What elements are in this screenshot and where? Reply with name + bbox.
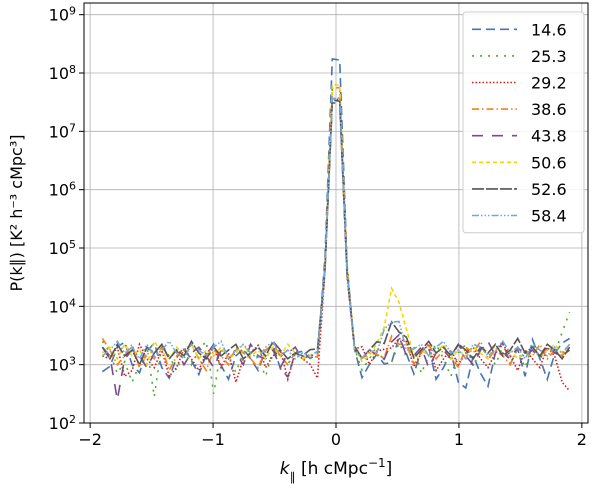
x-tick-label: −1 — [201, 430, 225, 449]
y-tick-label: 106 — [49, 179, 76, 200]
series-line-50.6 — [101, 83, 571, 367]
legend-label: 29.2 — [531, 74, 567, 93]
legend-label: 43.8 — [531, 127, 567, 146]
legend-box — [462, 11, 585, 234]
plot-area — [101, 57, 571, 400]
y-tick-label: 109 — [49, 4, 76, 25]
y-axis-label: P(k∥) [K² h⁻³ cMpc³] — [7, 134, 26, 291]
series-line-58.4 — [101, 96, 571, 361]
y-tick-label: 104 — [49, 296, 76, 317]
x-axis-label: k∥ [h cMpc−1] — [280, 456, 393, 484]
legend-label: 52.6 — [531, 180, 567, 199]
y-tick-label: 105 — [49, 238, 76, 259]
x-tick-label: −2 — [78, 430, 102, 449]
series-line-52.6 — [101, 99, 571, 367]
x-tick-label: 0 — [331, 430, 341, 449]
x-axis: −2 −1 0 1 2 — [78, 423, 587, 449]
y-tick-label: 103 — [49, 354, 76, 375]
legend-label: 38.6 — [531, 100, 567, 119]
x-tick-label: 1 — [454, 430, 464, 449]
legend-label: 50.6 — [531, 153, 567, 172]
legend-label: 58.4 — [531, 207, 567, 226]
legend-label: 14.6 — [531, 20, 567, 39]
y-axis: 102 103 104 105 106 107 108 109 — [49, 4, 84, 433]
legend: 14.6 25.3 29.2 38.6 43.8 50.6 52.6 58.4 — [462, 11, 585, 234]
x-tick-label: 2 — [577, 430, 587, 449]
y-tick-label: 102 — [49, 413, 76, 434]
legend-label: 25.3 — [531, 47, 567, 66]
y-tick-label: 107 — [49, 121, 76, 142]
y-tick-label: 108 — [49, 63, 76, 84]
